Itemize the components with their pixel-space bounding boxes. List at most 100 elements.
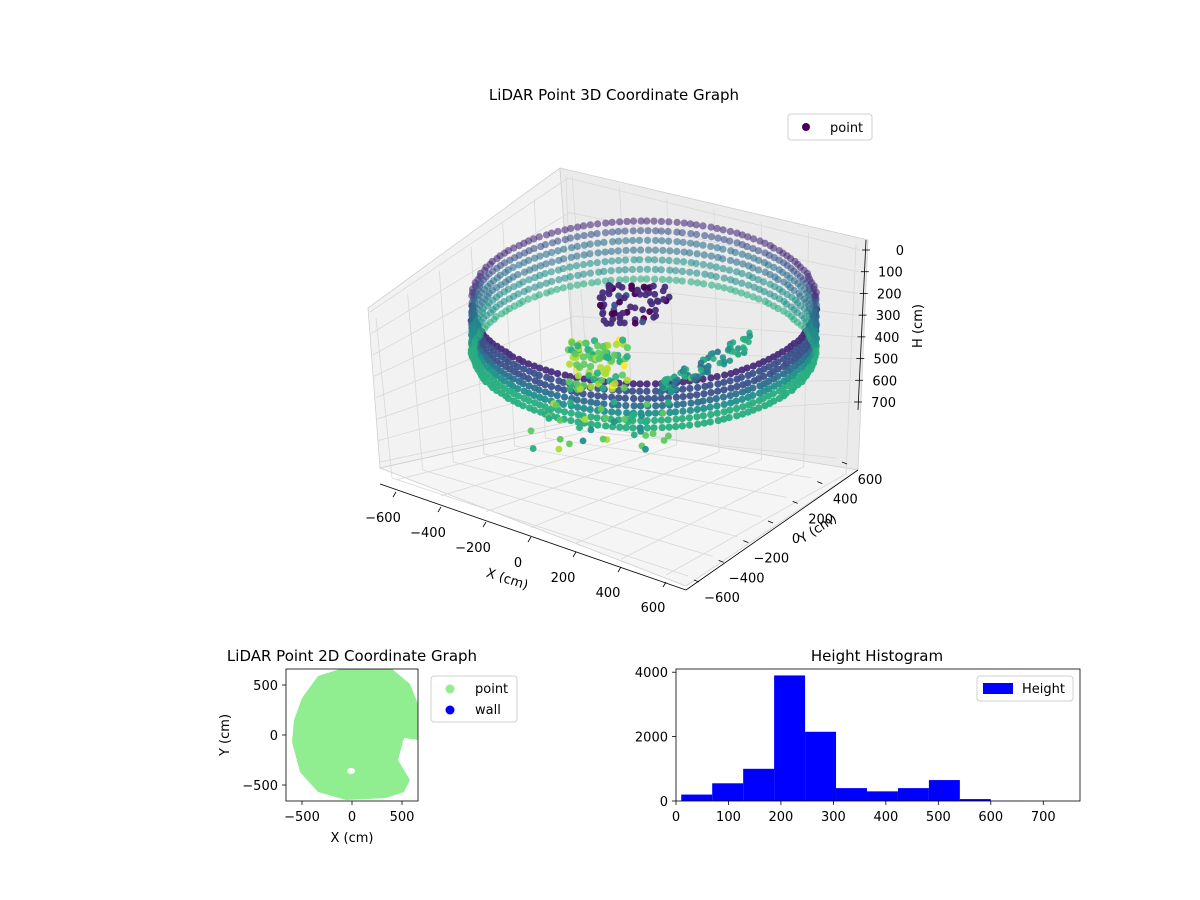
cloud-point	[571, 350, 580, 358]
cloud-point	[673, 218, 681, 226]
cloud-point	[567, 224, 575, 233]
cloud-point	[665, 256, 673, 265]
y-tick-mark-3d	[767, 520, 774, 524]
cloud-point	[749, 235, 758, 243]
cloud-point	[573, 223, 582, 231]
cloud-point	[719, 245, 727, 253]
cloud-point	[693, 279, 702, 287]
x-tick-label-3d: −200	[455, 541, 491, 556]
cloud-point	[673, 257, 681, 265]
cloud-point	[687, 229, 695, 238]
cloud-point	[754, 247, 762, 255]
hist-bar	[836, 788, 867, 801]
cloud-point	[739, 403, 747, 411]
cloud-point	[642, 445, 649, 453]
cloud-point	[629, 227, 637, 235]
cloud-point	[614, 237, 623, 245]
point-cloud	[467, 217, 821, 453]
cloud-point	[720, 415, 728, 423]
cloud-point	[637, 275, 645, 283]
cloud-point	[531, 264, 539, 272]
cloud-point	[559, 255, 568, 263]
cloud-point	[566, 263, 574, 271]
cloud-point	[650, 217, 658, 225]
cloud-point	[636, 227, 645, 235]
point-region	[292, 669, 418, 800]
cloud-point	[560, 245, 568, 253]
cloud-point	[714, 282, 722, 291]
cloud-point	[622, 237, 630, 245]
cloud-point	[714, 380, 722, 388]
cloud-point	[649, 430, 657, 438]
grid-line-3d	[422, 469, 713, 557]
cloud-point	[644, 227, 652, 235]
cloud-point	[519, 297, 527, 305]
cloud-point	[599, 384, 607, 392]
x-tick-mark-3d	[392, 491, 397, 498]
y-tick-label-3d: 600	[858, 473, 883, 488]
cloud-point	[567, 416, 575, 425]
cloud-point	[725, 345, 732, 353]
cloud-point	[731, 248, 739, 257]
cloud-point	[727, 369, 735, 378]
legend-3d-box	[787, 113, 873, 141]
cloud-point	[811, 330, 819, 339]
hist-x-tick-label: 400	[873, 810, 898, 825]
cloud-point	[673, 228, 681, 236]
hist-frame	[675, 668, 1081, 802]
cloud-point	[585, 372, 593, 380]
cloud-point	[565, 378, 573, 386]
cloud-point	[708, 281, 716, 289]
cloud-point	[615, 281, 623, 289]
cloud-point	[651, 236, 660, 245]
cloud-point	[678, 229, 686, 237]
cloud-point	[636, 380, 644, 388]
cloud-point	[587, 362, 595, 371]
cloud-point	[731, 287, 740, 295]
cloud-point	[597, 364, 605, 372]
y-tick-label-3d: 0	[792, 532, 800, 547]
cloud-point	[643, 400, 651, 408]
cloud-point	[648, 300, 656, 308]
cloud-point	[733, 268, 741, 276]
cloud-point	[602, 219, 610, 227]
cloud-point	[700, 280, 708, 288]
legend-3d: point	[787, 113, 873, 141]
cloud-point	[559, 264, 567, 273]
grid-line-3d	[391, 477, 689, 577]
cloud-point	[755, 389, 764, 397]
plot-3d-title: LiDAR Point 3D Coordinate Graph	[489, 86, 739, 104]
cloud-point	[738, 388, 747, 396]
cloud-point	[720, 378, 728, 387]
cloud-point	[541, 388, 550, 396]
cloud-point	[707, 374, 715, 382]
cloud-point	[760, 288, 768, 296]
cloud-point	[566, 399, 574, 407]
y-tick-label-3d: −400	[729, 571, 765, 586]
cloud-point	[651, 416, 659, 425]
cloud-point	[679, 393, 687, 401]
cloud-point	[726, 406, 734, 414]
cloud-point	[644, 246, 653, 254]
cloud-point	[738, 366, 746, 374]
cloud-point	[720, 274, 728, 282]
cloud-point	[535, 291, 543, 299]
cloud-point	[666, 247, 674, 255]
cloud-point	[597, 376, 605, 384]
cloud-point	[653, 297, 661, 305]
cloud-point	[672, 423, 680, 431]
cloud-point	[749, 293, 757, 301]
cloud-point	[707, 223, 715, 231]
cloud-point	[710, 355, 717, 362]
cloud-point	[665, 237, 673, 245]
cloud-point	[579, 270, 588, 278]
cloud-point	[666, 408, 674, 417]
cloud-point	[644, 409, 653, 417]
cloud-point	[749, 362, 757, 370]
cloud-point	[531, 377, 539, 385]
cloud-point	[586, 221, 594, 229]
cloud-point	[692, 230, 701, 239]
cloud-point	[658, 237, 666, 245]
cloud-point	[594, 421, 602, 429]
